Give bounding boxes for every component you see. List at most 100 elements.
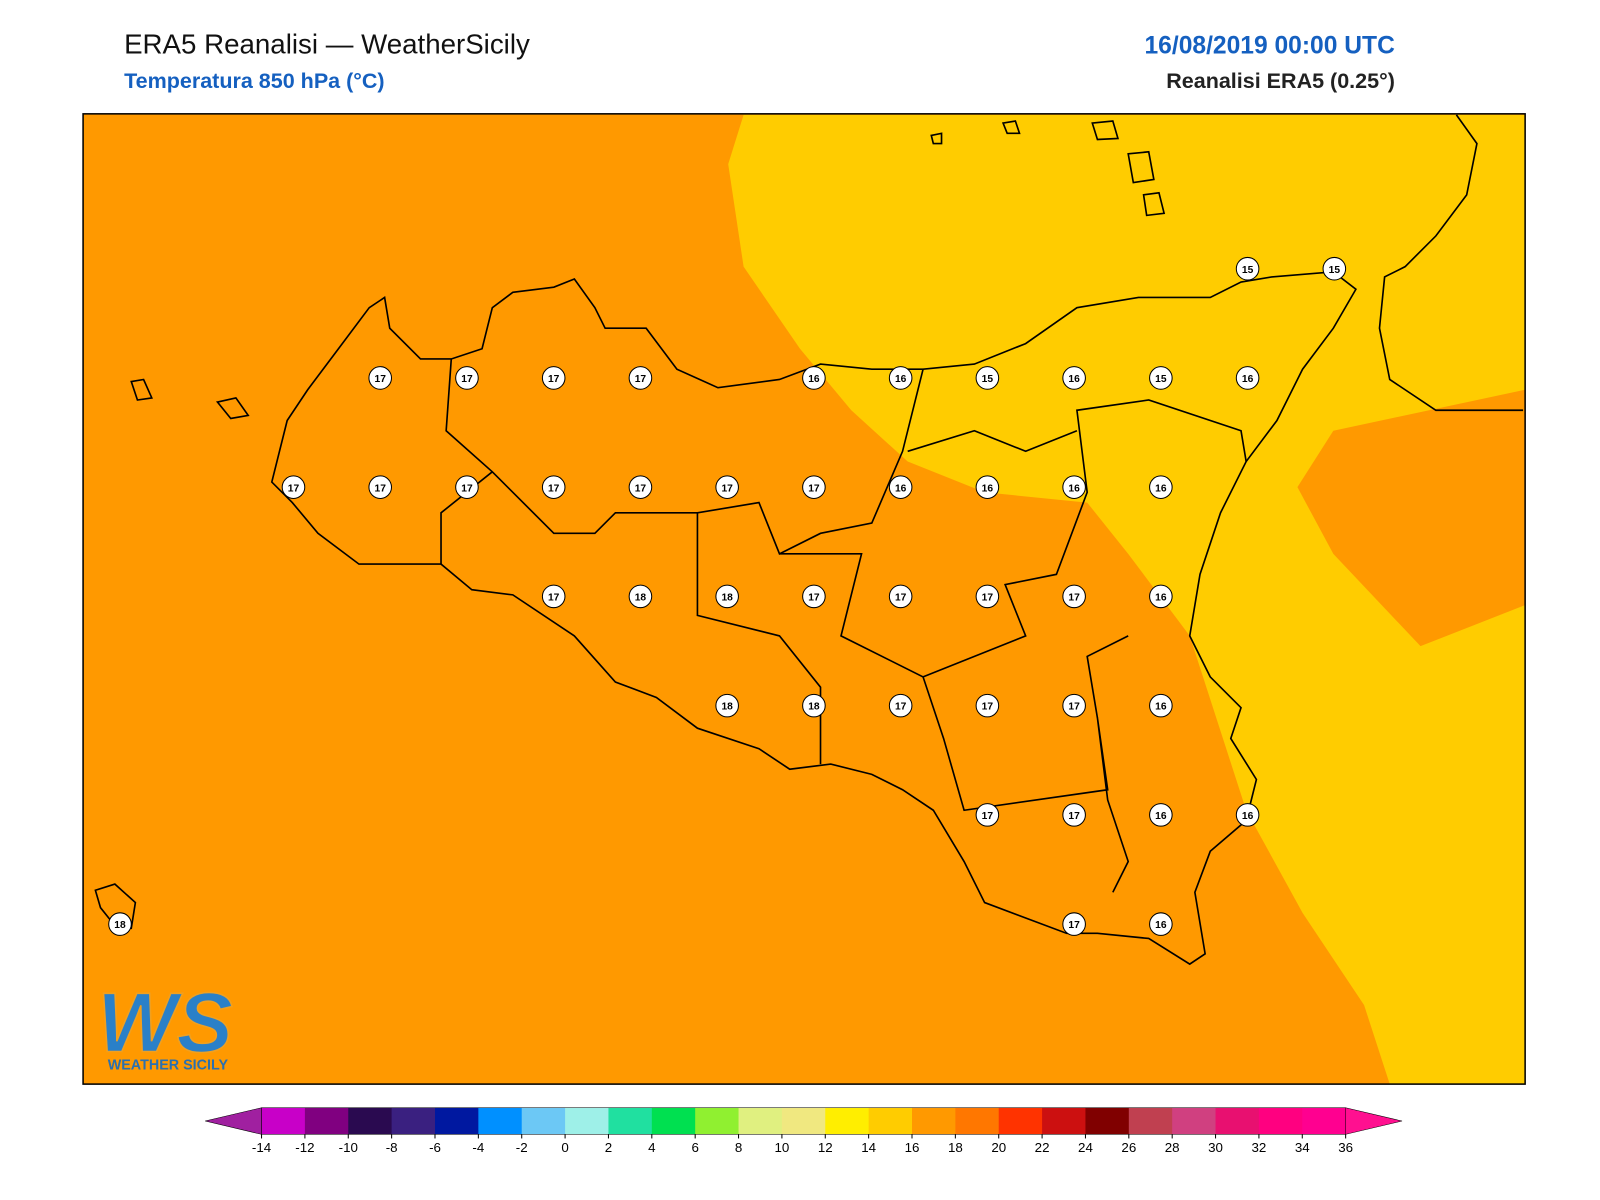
- point-value: 17: [1068, 593, 1080, 604]
- point-value: 16: [1155, 811, 1167, 822]
- point-value: 16: [1155, 593, 1167, 604]
- colorbar-tick-label: 10: [774, 1140, 789, 1155]
- colorbar-tick-label: -4: [472, 1140, 484, 1155]
- colorbar-tick-label: 26: [1121, 1140, 1136, 1155]
- point-marker: [715, 584, 739, 609]
- coastline-calabria: [1378, 114, 1524, 412]
- colorbar-bin: [912, 1107, 956, 1135]
- point-value: 17: [635, 374, 647, 385]
- colorbar-bin: [1085, 1107, 1130, 1135]
- map: 15 15 17 17 17 17 16 16 15 16 15 16 17 17 17 17 17 17 17 16…: [82, 113, 1526, 1085]
- colorbar-bin: [998, 1107, 1043, 1135]
- colorbar-bin: [1042, 1107, 1086, 1135]
- point-marker: [541, 584, 566, 609]
- point-value: 17: [982, 702, 994, 713]
- colorbar-tick-label: -14: [252, 1140, 272, 1155]
- point-value: 16: [895, 374, 907, 385]
- colorbar-tick-label: 8: [735, 1140, 742, 1155]
- point-value: 17: [895, 702, 907, 713]
- point-marker: [975, 693, 1000, 718]
- point-value: 17: [1068, 920, 1080, 931]
- point-value: 18: [808, 702, 820, 713]
- point-marker: [1149, 366, 1173, 390]
- islands: [94, 120, 1166, 930]
- point-marker: [455, 475, 479, 499]
- point-marker: [1149, 912, 1173, 936]
- map-frame: [82, 113, 1526, 1085]
- point-value: 16: [1155, 702, 1167, 713]
- point-marker: [888, 475, 913, 499]
- colorbar-tick-label: 6: [691, 1140, 698, 1155]
- point-marker: [1062, 912, 1086, 936]
- colorbar-bin: [1128, 1107, 1173, 1135]
- provinces: [440, 358, 1247, 893]
- point-value: 17: [548, 374, 560, 385]
- point-value: 16: [982, 483, 994, 494]
- point-value: 17: [548, 483, 560, 494]
- point-marker: [975, 366, 1000, 390]
- colorbar-bin: [781, 1107, 826, 1135]
- point-marker: [1149, 475, 1173, 499]
- colorbar-tick-label: 28: [1165, 1140, 1180, 1155]
- point-marker: [1235, 256, 1260, 281]
- point-marker: [802, 475, 826, 499]
- point-marker: [455, 366, 479, 390]
- point-marker: [715, 693, 739, 718]
- colorbar-bin: [434, 1107, 479, 1135]
- point-value: 16: [808, 374, 820, 385]
- point-value: 15: [1329, 265, 1341, 276]
- point-marker: [888, 693, 913, 718]
- point-marker: [802, 584, 826, 609]
- point-value: 17: [982, 593, 994, 604]
- colorbar-bin: [1258, 1107, 1303, 1135]
- colorbar-tick-label: 14: [861, 1140, 876, 1155]
- colorbar-bin: [1302, 1107, 1347, 1135]
- point-marker: [802, 693, 826, 718]
- colorbar-bin: [825, 1107, 870, 1135]
- point-marker: [368, 366, 393, 390]
- point-value: 18: [635, 593, 647, 604]
- colorbar-tick-label: 12: [818, 1140, 833, 1155]
- point-marker: [281, 475, 306, 499]
- point-value: 17: [635, 483, 647, 494]
- point-value: 15: [1242, 265, 1254, 276]
- colorbar-tick-label: 20: [991, 1140, 1006, 1155]
- colorbar-bin: [521, 1107, 566, 1135]
- point-marker: [541, 475, 566, 499]
- colorbar-bin: [868, 1107, 913, 1135]
- colorbar-bin: [261, 1107, 306, 1135]
- point-value: 17: [808, 593, 820, 604]
- title: ERA5 Reanalisi — WeatherSicily: [124, 28, 530, 59]
- point-value: 16: [1155, 483, 1167, 494]
- point-value: 16: [1068, 374, 1080, 385]
- point-marker: [888, 584, 913, 609]
- point-marker: [715, 475, 739, 499]
- point-value: 16: [1068, 483, 1080, 494]
- point-value: 16: [1242, 374, 1254, 385]
- colorbar-tick-label: 24: [1078, 1140, 1093, 1155]
- point-value: 15: [1155, 374, 1167, 385]
- point-marker: [975, 803, 1000, 827]
- point-value: 18: [721, 702, 733, 713]
- point-marker: [1149, 584, 1173, 609]
- colorbar-tick-label: 36: [1338, 1140, 1353, 1155]
- point-marker: [108, 912, 132, 936]
- point-value: 15: [982, 374, 994, 385]
- colorbar-tick-label: -8: [386, 1140, 398, 1155]
- point-value: 17: [375, 374, 387, 385]
- point-value: 17: [808, 483, 820, 494]
- logo-subtitle: WEATHER SICILY: [108, 1058, 229, 1074]
- point-marker: [1235, 366, 1260, 390]
- colorbar: -14 -12 -10 -8 -6 -4 -2 0 2 4 6 8 10 12 14 16 18 20 22 24 26…: [205, 1107, 1403, 1155]
- colorbar-tick-label: -10: [339, 1140, 358, 1155]
- colorbar-tick-label: 16: [905, 1140, 920, 1155]
- point-value: 16: [1155, 920, 1167, 931]
- point-marker: [1062, 366, 1086, 390]
- colorbar-tick-label: 34: [1295, 1140, 1310, 1155]
- point-marker: [1062, 693, 1086, 718]
- colorbar-tick-label: 18: [948, 1140, 963, 1155]
- point-marker: [541, 366, 566, 390]
- point-marker: [1149, 803, 1173, 827]
- colorbar-bin: [738, 1107, 783, 1135]
